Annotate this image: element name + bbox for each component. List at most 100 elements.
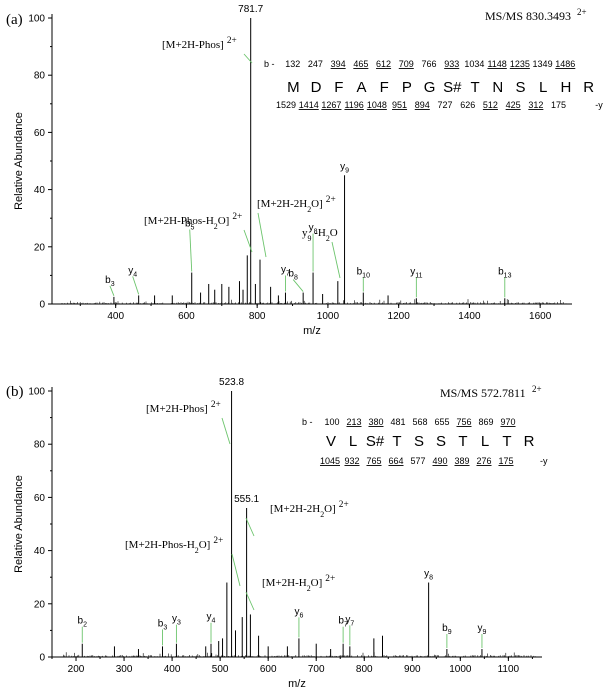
y-ion-mass: 577 <box>410 456 425 466</box>
y-ion-mass: 389 <box>454 456 469 466</box>
sequence-residue: P <box>402 79 412 96</box>
b-ion-mass: 465 <box>353 59 368 69</box>
fragment-ion-label: b7 <box>338 616 348 629</box>
sequence-residue: S <box>414 433 424 450</box>
x-axis-label: m/z <box>303 325 321 337</box>
y-ion-mass: 1414 <box>299 100 319 110</box>
y-ion-mass: 490 <box>432 456 447 466</box>
precursor-leader <box>331 241 341 279</box>
y-ion-mass: 312 <box>528 100 543 110</box>
x-tick-label: 600 <box>260 664 277 675</box>
sequence-residue: T <box>470 79 479 96</box>
b-ion-mass: 1148 <box>487 59 506 69</box>
x-tick-label: 1100 <box>498 664 520 675</box>
y-ion-mass: 1045 <box>320 456 340 466</box>
x-tick-label: 700 <box>308 664 325 675</box>
fragment-ion-label: b10 <box>357 267 370 280</box>
y-ion-mass: 664 <box>388 456 403 466</box>
fragment-ion-label: b8 <box>288 269 298 282</box>
fragment-ion-label: y8 <box>309 223 318 236</box>
precursor-leader <box>221 417 231 445</box>
x-tick-label: 400 <box>107 311 124 322</box>
chart-title: MS/MS 830.3493 <box>485 9 571 23</box>
y-ion-mass: 276 <box>476 456 491 466</box>
precursor-ion-label: [M+2H-Phos] 2+ <box>162 36 237 51</box>
precursor-ion-label: [M+2H-Phos-H2O] 2+ <box>125 536 223 555</box>
x-tick-label: 400 <box>164 664 181 675</box>
annotation-leader <box>189 229 193 272</box>
sequence-residue: D <box>311 79 322 96</box>
y-tick-label: 80 <box>34 71 46 82</box>
precursor-leader <box>257 212 267 258</box>
y-ion-mass: 1529 <box>276 100 296 110</box>
fragment-ion-label: y4 <box>128 265 137 278</box>
precursor-ion-label: y9 -H2O <box>302 227 338 243</box>
baseline-noise <box>61 299 567 304</box>
y-tick-label: 100 <box>28 387 45 398</box>
x-tick-label: 200 <box>68 664 85 675</box>
x-tick-label: 1600 <box>529 311 552 322</box>
sequence-residue: F <box>334 79 343 96</box>
fragment-ion-label: b3 <box>158 618 168 631</box>
y-ion-mass: 765 <box>366 456 381 466</box>
sequence-residue: T <box>458 433 467 450</box>
precursor-leader <box>245 517 255 537</box>
peak-mz-label: 555.1 <box>234 494 259 505</box>
y-tick-label: 0 <box>39 653 45 664</box>
x-tick-label: 300 <box>116 664 133 675</box>
y-ion-mass: 894 <box>415 100 430 110</box>
precursor-ion-label: [M+2H-2H2O] 2+ <box>257 195 336 214</box>
sequence-residue: M <box>287 79 300 96</box>
x-tick-label: 500 <box>212 664 229 675</box>
b-ion-mass: 100 <box>324 417 339 427</box>
sequence-residue: L <box>539 79 547 96</box>
sequence-residue: T <box>392 433 401 450</box>
fragment-ion-label: b13 <box>498 266 511 279</box>
precursor-leader <box>243 229 253 253</box>
y-tick-label: 60 <box>34 493 46 504</box>
b-ion-mass: 970 <box>500 417 515 427</box>
sequence-residue: S <box>436 433 446 450</box>
y-ion-mass: 425 <box>506 100 521 110</box>
panel-label: (b) <box>6 384 24 400</box>
y-tick-label: 0 <box>39 300 45 311</box>
b-ion-mass: 756 <box>456 417 471 427</box>
fragment-ion-label: y7 <box>345 614 354 627</box>
fragment-ion-label: y9 <box>340 161 349 174</box>
y-tick-label: 20 <box>34 242 46 253</box>
y-ion-mass: 175 <box>551 100 566 110</box>
sequence-residue: S <box>515 79 525 96</box>
b-ion-mass: 933 <box>444 59 459 69</box>
chart-title-charge: 2+ <box>577 7 587 17</box>
x-axis-label: m/z <box>288 678 306 690</box>
b-ion-mass: 612 <box>376 59 391 69</box>
y-tick-label: 80 <box>34 440 46 451</box>
precursor-leader <box>245 591 255 611</box>
sequence-residue: R <box>524 433 535 450</box>
baseline-noise <box>63 652 536 657</box>
b-ion-mass: 1235 <box>510 59 530 69</box>
sequence-residue: L <box>481 433 489 450</box>
panel-label: (a) <box>6 12 23 28</box>
fragment-ion-label: y9 <box>477 623 486 636</box>
sequence-residue: S# <box>366 433 385 450</box>
precursor-ion-label: [M+2H-H2O] 2+ <box>262 574 335 593</box>
precursor-ion-label: [M+2H-Phos-H2O] 2+ <box>144 212 242 231</box>
b-ion-mass: 247 <box>308 59 323 69</box>
chart-title: MS/MS 572.7811 <box>440 386 526 400</box>
sequence-residue: L <box>349 433 357 450</box>
fragment-ion-label: y6 <box>294 606 303 619</box>
x-tick-label: 1000 <box>317 311 340 322</box>
x-tick-label: 900 <box>404 664 421 675</box>
y-ion-mass: 175 <box>498 456 513 466</box>
fragment-ion-label: y4 <box>207 612 216 625</box>
annotation-leader <box>132 276 140 295</box>
fragment-ion-label: y7 <box>281 265 290 278</box>
fragment-ion-label: b5 <box>185 219 195 232</box>
y-ion-suffix: -y <box>595 100 603 110</box>
b-ion-mass: 1349 <box>533 59 553 69</box>
y-tick-label: 40 <box>34 546 46 557</box>
y-tick-label: 100 <box>28 14 45 25</box>
chart-title-charge: 2+ <box>532 384 542 394</box>
